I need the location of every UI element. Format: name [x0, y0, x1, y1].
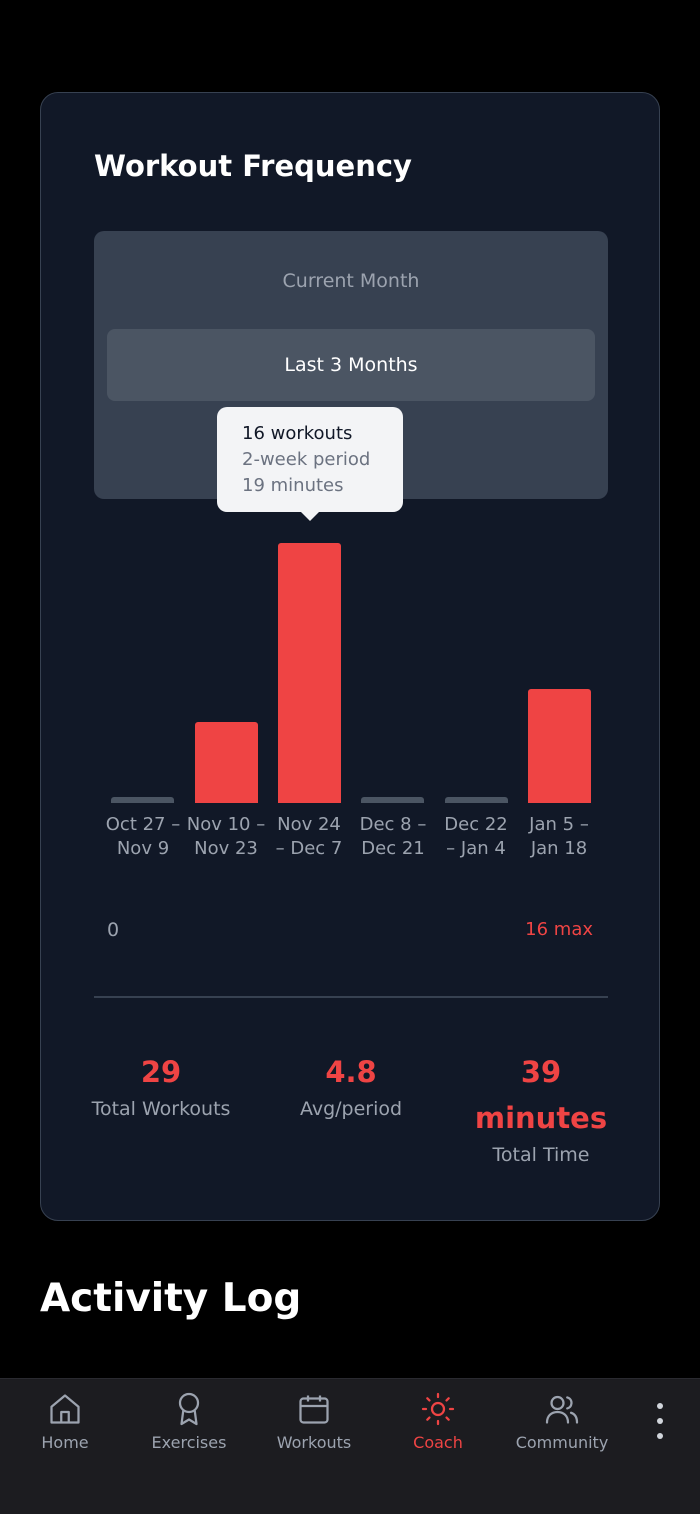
range-option-last-3-months[interactable]: Last 3 Months — [107, 329, 595, 401]
dot — [657, 1418, 663, 1424]
users-icon — [545, 1395, 579, 1424]
tooltip-period: 2-week period — [242, 449, 371, 470]
tooltip-minutes: 19 minutes — [242, 475, 344, 496]
bar-oct27-nov9[interactable] — [111, 797, 174, 803]
stat-value: 39 minutes — [474, 1055, 608, 1135]
tooltip-workouts: 16 workouts — [242, 423, 353, 444]
sun-icon — [421, 1392, 455, 1426]
nav-label-home: Home — [41, 1433, 89, 1452]
stat-total-time: 39 minutes Total Time — [461, 1049, 621, 1169]
x-label: Dec 8 – Dec 21 — [359, 814, 427, 859]
x-label: Nov 10 – Nov 23 — [186, 814, 266, 859]
home-icon — [50, 1394, 80, 1424]
activity-log-title: Activity Log — [40, 1276, 302, 1321]
x-label: Oct 27 – Nov 9 — [105, 814, 181, 859]
nav-item-coach[interactable]: Coach — [378, 1391, 498, 1452]
nav-item-workouts[interactable]: Workouts — [254, 1391, 374, 1452]
stat-label: Avg/period — [299, 1098, 403, 1120]
bar-dec8-dec21[interactable] — [361, 797, 424, 803]
bar-nov24-dec7[interactable] — [278, 543, 341, 803]
bottom-nav: Home Exercises Workouts Coach — [0, 1378, 700, 1514]
scale-min-label: 0 — [107, 919, 120, 941]
x-axis-labels: Oct 27 – Nov 9 Nov 10 – Nov 23 Nov 24 – … — [101, 813, 601, 873]
dot — [657, 1433, 663, 1439]
bar-jan5-jan18[interactable] — [528, 689, 591, 803]
divider — [94, 996, 608, 998]
card-title: Workout Frequency — [94, 149, 412, 183]
bar-tooltip: 16 workouts 2-week period 19 minutes — [217, 407, 403, 521]
stat-total-workouts: 29 Total Workouts — [81, 1049, 241, 1123]
nav-label-coach: Coach — [413, 1433, 463, 1452]
award-icon — [178, 1392, 200, 1426]
more-vertical-icon[interactable] — [648, 1403, 672, 1439]
dot — [657, 1403, 663, 1409]
nav-item-exercises[interactable]: Exercises — [129, 1391, 249, 1452]
bar-nov10-nov23[interactable] — [195, 722, 258, 803]
x-label: Dec 22 – Jan 4 — [444, 814, 508, 859]
calendar-icon — [299, 1395, 329, 1424]
nav-item-home[interactable]: Home — [5, 1391, 125, 1452]
stat-value: 29 — [140, 1055, 182, 1089]
stat-value: 4.8 — [325, 1055, 377, 1089]
nav-label-exercises: Exercises — [151, 1433, 227, 1452]
bar-chart — [101, 523, 601, 803]
stat-label: Total Workouts — [91, 1098, 231, 1120]
range-option-current-month[interactable]: Current Month — [282, 270, 420, 292]
nav-item-community[interactable]: Community — [502, 1391, 622, 1452]
bar-dec22-jan4[interactable] — [445, 797, 508, 803]
stat-avg-period: 4.8 Avg/period — [271, 1049, 431, 1123]
stat-label: Total Time — [492, 1144, 590, 1166]
x-label: Nov 24 – Dec 7 — [275, 814, 343, 859]
scale-max-label: 16 max — [525, 919, 593, 940]
workout-frequency-card: Workout Frequency Current Month Last 3 M… — [40, 92, 660, 1221]
x-label: Jan 5 – Jan 18 — [529, 814, 589, 859]
nav-label-community: Community — [515, 1433, 609, 1452]
nav-label-workouts: Workouts — [276, 1433, 352, 1452]
